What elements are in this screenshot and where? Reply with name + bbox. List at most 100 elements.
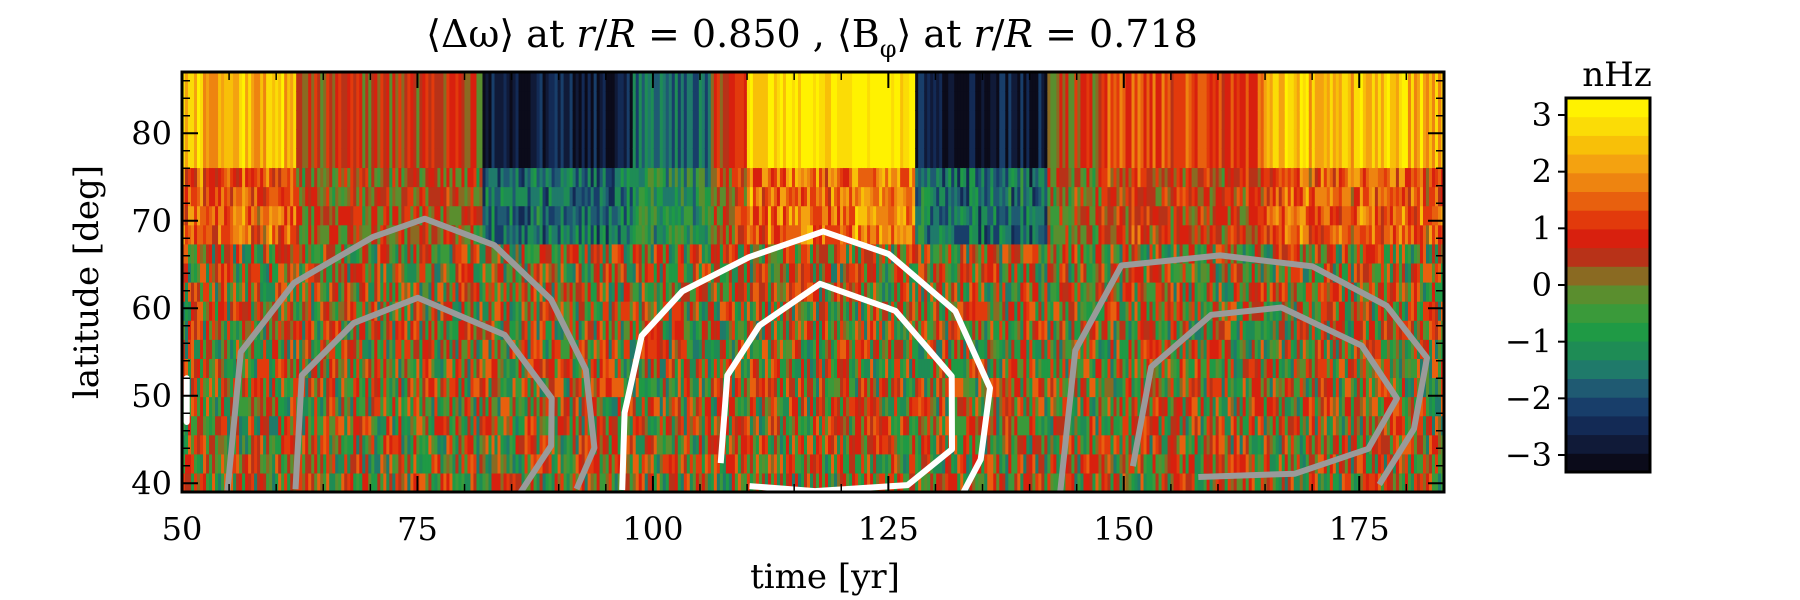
heatmap-cell [323, 129, 327, 149]
heatmap-cell [431, 91, 435, 111]
heatmap-cell [323, 148, 327, 169]
heatmap-cell [299, 434, 303, 455]
heatmap-cell [392, 224, 396, 245]
heatmap-cell [317, 396, 321, 417]
heatmap-cell [326, 358, 330, 379]
heatmap-cell [554, 110, 559, 130]
heatmap-cell [407, 167, 411, 188]
heatmap-cell [305, 186, 309, 207]
heatmap-cell [254, 396, 258, 417]
heatmap-cell [206, 186, 210, 207]
heatmap-cell [308, 472, 312, 492]
heatmap-cell [281, 358, 285, 379]
heatmap-cell [368, 186, 372, 207]
heatmap-cell [320, 415, 324, 436]
heatmap-cell [350, 72, 354, 92]
heatmap-cell [314, 358, 318, 379]
heatmap-cell [215, 186, 219, 207]
heatmap-cell [332, 148, 336, 169]
heatmap-cell [260, 186, 264, 207]
heatmap-cell [230, 148, 234, 169]
heatmap-cell [344, 301, 348, 321]
heatmap-cell [437, 339, 441, 359]
heatmap-cell [551, 129, 556, 149]
heatmap-cell [371, 415, 375, 436]
heatmap-cell [269, 224, 273, 245]
heatmap-cell [254, 339, 258, 359]
heatmap-cell [458, 167, 463, 188]
heatmap-cell [194, 91, 198, 111]
heatmap-cell [557, 205, 562, 226]
heatmap-cell [545, 472, 550, 492]
heatmap-cell [377, 167, 381, 188]
heatmap-cell [512, 415, 517, 436]
heatmap-cell [431, 243, 435, 264]
heatmap-cell [536, 186, 541, 207]
heatmap-cell [356, 453, 360, 474]
heatmap-cell [410, 205, 414, 226]
heatmap-cell [344, 262, 348, 283]
heatmap-cell [254, 224, 258, 245]
heatmap-cell [521, 472, 526, 492]
heatmap-cell [353, 91, 357, 111]
heatmap-cell [491, 377, 496, 398]
heatmap-cell [338, 377, 342, 398]
heatmap-cell [203, 396, 207, 417]
heatmap-cell [389, 129, 393, 149]
heatmap-cell [482, 396, 487, 417]
heatmap-cell [188, 282, 192, 302]
heatmap-cell [551, 453, 556, 474]
heatmap-cell [503, 148, 508, 169]
heatmap-cell [443, 320, 448, 340]
heatmap-cell [422, 453, 426, 474]
heatmap-cell [215, 148, 219, 169]
heatmap-cell [317, 434, 321, 455]
heatmap-cell [206, 110, 210, 130]
heatmap-cell [452, 434, 457, 455]
heatmap-cell [221, 282, 225, 302]
heatmap-cell [452, 415, 457, 436]
heatmap-cell [206, 205, 210, 226]
heatmap-cell [497, 186, 502, 207]
heatmap-cell [287, 301, 291, 321]
heatmap-cell [374, 415, 378, 436]
heatmap-cell [494, 91, 499, 111]
heatmap-cell [497, 91, 502, 111]
heatmap-cell [392, 282, 396, 302]
heatmap-cell [434, 224, 438, 245]
heatmap-cell [242, 129, 246, 149]
heatmap-cell [284, 320, 288, 340]
heatmap-cell [551, 91, 556, 111]
heatmap-cell [548, 301, 553, 321]
heatmap-cell [401, 472, 405, 492]
heatmap-cell [536, 282, 541, 302]
heatmap-cell [227, 434, 231, 455]
heatmap-cell [245, 224, 249, 245]
heatmap-cell [260, 282, 264, 302]
heatmap-cell [182, 148, 186, 169]
heatmap-cell [290, 72, 294, 92]
heatmap-cell [389, 91, 393, 111]
heatmap-cell [359, 167, 363, 188]
heatmap-cell [476, 224, 481, 245]
heatmap-cell [368, 358, 372, 379]
heatmap-cell [209, 167, 213, 188]
heatmap-cell [452, 205, 457, 226]
heatmap-cell [188, 415, 192, 436]
heatmap-cell [308, 301, 312, 321]
heatmap-cell [191, 339, 195, 359]
heatmap-cell [563, 377, 568, 398]
heatmap-cell [449, 167, 454, 188]
heatmap-cell [365, 243, 369, 264]
heatmap-cell [515, 453, 520, 474]
heatmap-cell [434, 320, 438, 340]
heatmap-cell [404, 301, 408, 321]
heatmap-cell [551, 110, 556, 130]
heatmap-cell [287, 358, 291, 379]
heatmap-cell [422, 224, 426, 245]
heatmap-cell [404, 205, 408, 226]
heatmap-cell [482, 415, 487, 436]
heatmap-cell [248, 472, 252, 492]
heatmap-cell [383, 453, 387, 474]
heatmap-cell [251, 434, 255, 455]
